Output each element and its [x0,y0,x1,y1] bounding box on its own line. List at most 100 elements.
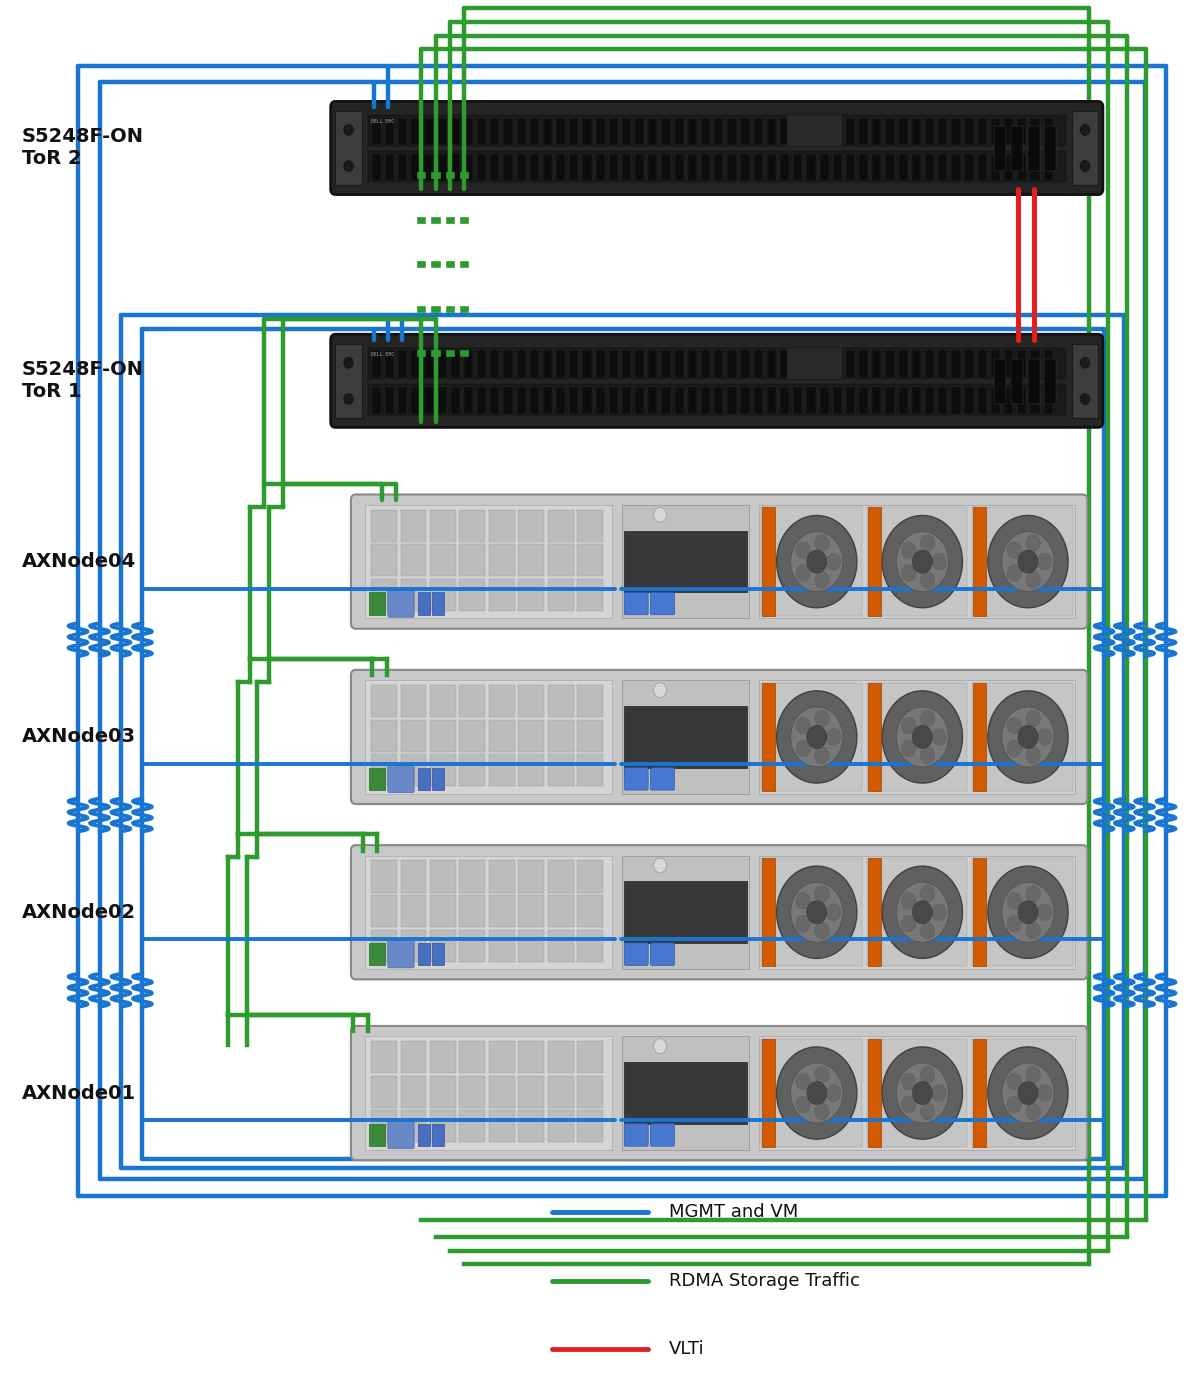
Bar [1012,358,1024,404]
Circle shape [1080,124,1090,135]
Bar [398,117,407,145]
Circle shape [796,740,810,757]
Text: S5248F-ON
ToR 1: S5248F-ON ToR 1 [22,360,144,401]
Bar [973,682,986,791]
Circle shape [896,1062,948,1123]
Bar [758,504,1075,619]
Bar [1004,117,1013,145]
Bar [972,507,1073,616]
Circle shape [920,1067,935,1083]
FancyBboxPatch shape [624,943,648,966]
Bar [886,117,895,145]
Bar [1018,117,1026,145]
Bar [635,350,644,378]
Circle shape [1026,747,1040,763]
Bar [787,349,842,379]
Bar [925,154,934,181]
Bar [912,154,922,181]
Bar [767,117,776,145]
Bar [556,154,565,181]
FancyBboxPatch shape [624,593,648,615]
Bar [518,1111,544,1142]
Circle shape [901,915,916,932]
Bar [488,579,515,610]
Circle shape [920,710,935,726]
Circle shape [1080,357,1090,368]
Bar [674,117,684,145]
Bar [430,510,456,542]
Bar [762,858,775,966]
Bar [727,154,737,181]
FancyBboxPatch shape [624,1123,648,1146]
Bar [648,350,658,378]
Bar [398,154,407,181]
FancyBboxPatch shape [350,845,1087,980]
Circle shape [827,729,841,745]
Bar [503,117,512,145]
Bar [542,117,552,145]
Bar [1044,154,1052,181]
Bar [371,1111,397,1142]
Bar [973,1039,986,1148]
Bar [518,685,544,717]
Bar [886,154,895,181]
Bar [569,387,578,413]
FancyBboxPatch shape [350,670,1087,803]
Bar [806,154,816,181]
Bar [761,858,862,966]
Bar [365,504,612,619]
Bar [430,894,456,927]
Bar [556,117,565,145]
Bar [767,154,776,181]
Bar [758,1036,1075,1149]
Bar [727,117,737,145]
Bar [872,350,882,378]
Circle shape [815,1067,829,1083]
Text: DELL EMC: DELL EMC [371,351,395,357]
Circle shape [1080,394,1090,404]
Bar [371,754,397,787]
Circle shape [654,682,666,697]
Bar [371,1042,397,1073]
Bar [1031,350,1039,378]
Circle shape [901,718,916,734]
Circle shape [920,1104,935,1120]
Bar [846,117,856,145]
Bar [430,719,456,752]
Bar [846,154,856,181]
Bar [714,350,724,378]
Bar [398,350,407,378]
Bar [460,685,485,717]
Bar [899,387,908,413]
Bar [938,350,947,378]
Bar [418,593,430,615]
Bar [371,860,397,893]
Circle shape [1018,725,1038,748]
Bar [661,117,671,145]
Circle shape [815,572,829,588]
Circle shape [806,725,827,748]
Bar [635,117,644,145]
Bar [460,930,485,962]
Circle shape [920,747,935,763]
Bar [846,350,856,378]
Bar [464,387,473,413]
Bar [529,154,539,181]
Circle shape [796,1073,810,1090]
Bar [995,125,1007,171]
Circle shape [1038,1084,1052,1101]
Circle shape [932,904,947,921]
Bar [972,1039,1073,1148]
Circle shape [1002,882,1054,943]
Bar [740,154,750,181]
Bar [806,350,816,378]
Bar [401,1111,426,1142]
Circle shape [776,515,857,608]
Bar [412,117,420,145]
Circle shape [988,690,1068,783]
Bar [518,1042,544,1073]
Bar [577,894,602,927]
Bar [490,154,499,181]
Bar [401,754,426,787]
Circle shape [988,1047,1068,1140]
